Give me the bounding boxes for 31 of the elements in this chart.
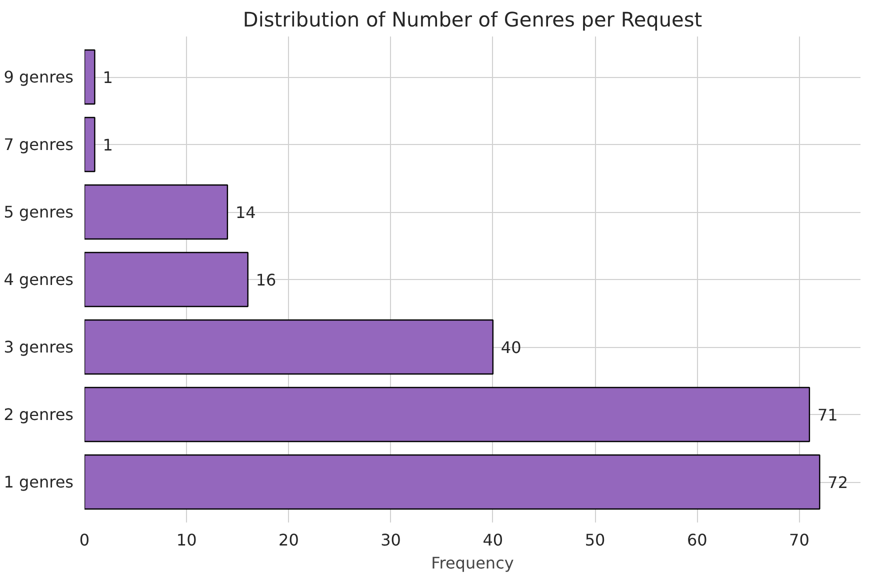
data-label: 1: [102, 136, 113, 154]
data-label: 71: [817, 406, 838, 424]
y-tick-label: 2 genres: [4, 405, 74, 424]
y-tick-label: 9 genres: [4, 68, 74, 86]
data-label: 1: [102, 68, 113, 87]
data-label: 16: [256, 270, 276, 290]
y-tick-label: 3 genres: [4, 338, 74, 356]
x-axis-title: Frequency: [431, 554, 514, 572]
x-tick-label: 40: [482, 530, 504, 550]
x-tick-label: 60: [686, 530, 708, 550]
x-tick-label: 50: [584, 530, 606, 550]
x-tick-label: 10: [176, 530, 197, 550]
y-tick-label: 1 genres: [4, 472, 74, 492]
x-tick-label: 70: [789, 530, 810, 550]
chart-title: Distribution of Number of Genres per Request: [242, 8, 702, 32]
bar: [84, 252, 248, 308]
y-tick-label: 7 genres: [4, 135, 74, 154]
data-label: 40: [500, 338, 522, 357]
bar: [84, 319, 494, 375]
data-label: 72: [828, 473, 848, 492]
x-tick-label: 30: [380, 530, 401, 550]
bar: [84, 49, 96, 105]
x-tick-label: 0: [79, 530, 90, 550]
y-tick-label: 4 genres: [4, 270, 74, 289]
data-label: 14: [235, 203, 256, 222]
bar: [84, 116, 96, 172]
bar: [84, 184, 228, 240]
y-tick-label: 5 genres: [4, 202, 74, 222]
bar: [84, 454, 820, 510]
bar: [84, 386, 810, 442]
x-tick-label: 20: [278, 530, 299, 550]
